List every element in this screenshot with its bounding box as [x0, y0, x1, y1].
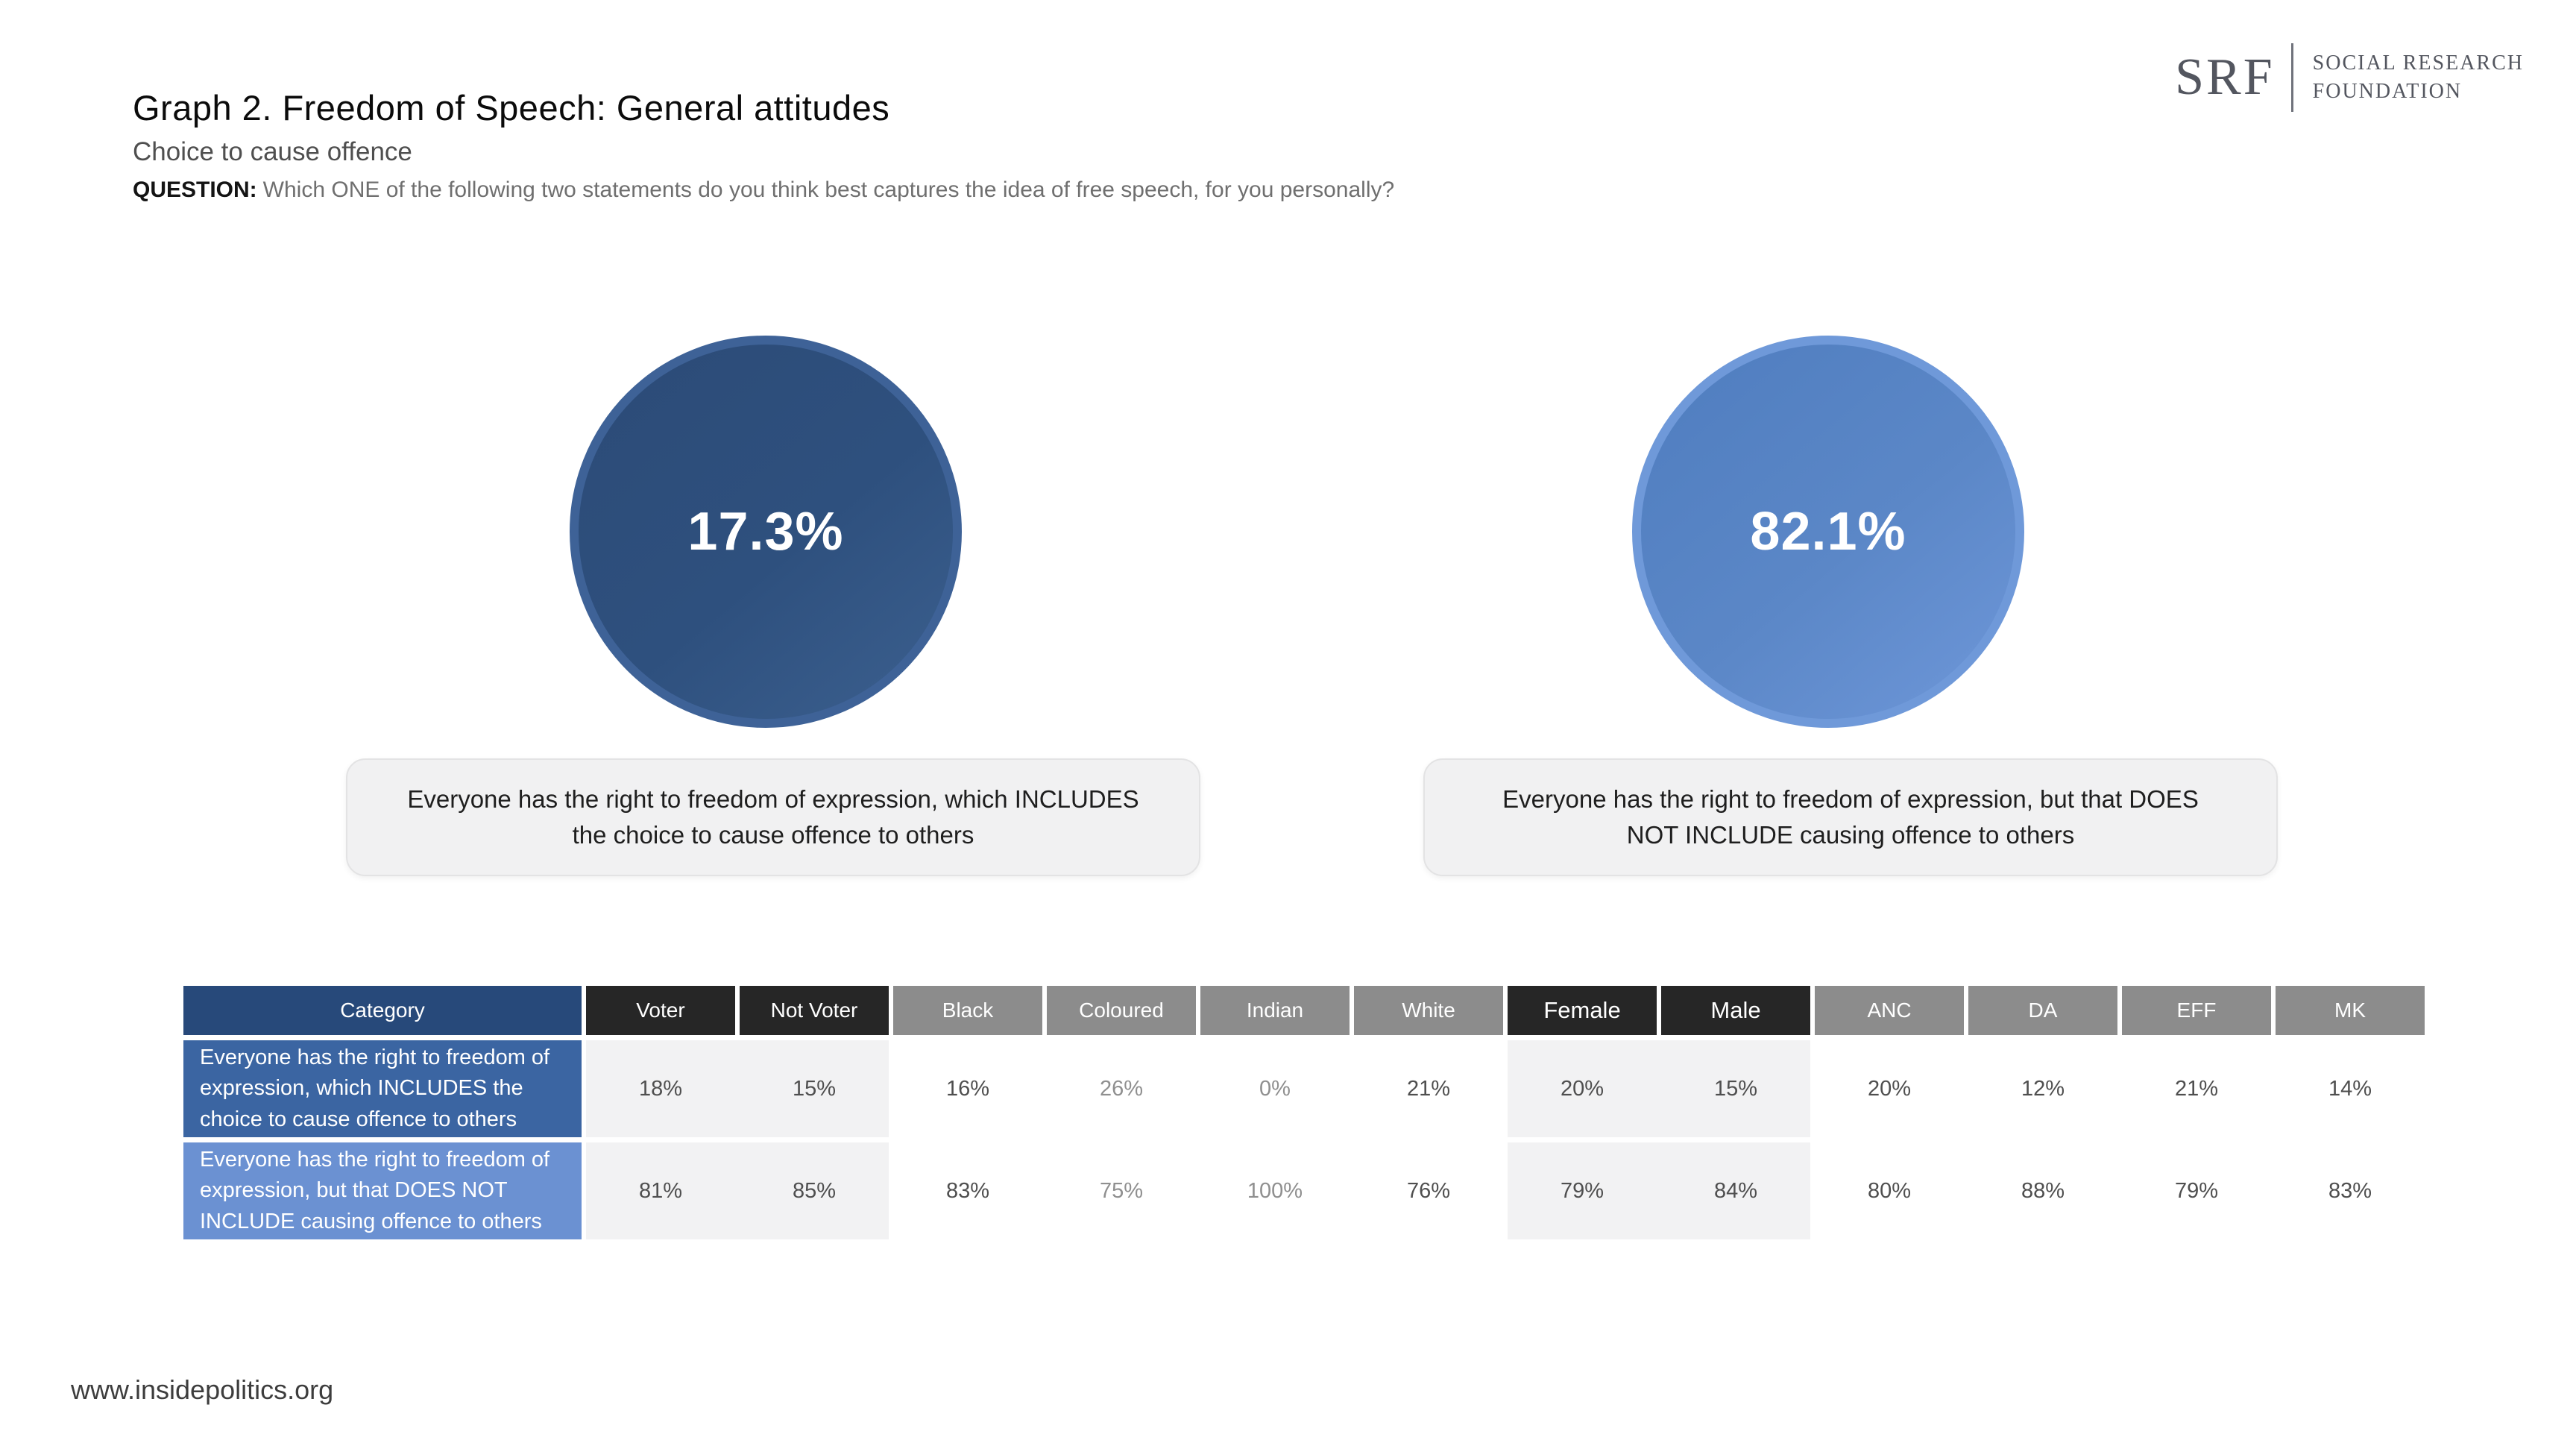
website-url: www.insidepolitics.org — [71, 1374, 334, 1405]
row-category-does-not-include: Everyone has the right to freedom of exp… — [183, 1142, 582, 1239]
statement-box-does-not-include: Everyone has the right to freedom of exp… — [1423, 758, 2278, 876]
cell-male: 84% — [1713, 1178, 1758, 1203]
col-header-category: Category — [183, 986, 582, 1035]
cell-anc: 20% — [1867, 1076, 1912, 1101]
cell-not-voter: 15% — [792, 1076, 837, 1101]
statement-box-includes: Everyone has the right to freedom of exp… — [346, 758, 1200, 876]
row-category-includes: Everyone has the right to freedom of exp… — [183, 1040, 582, 1137]
row1-group-party: 20% 12% 21% 14% — [1815, 1040, 2425, 1137]
cell-black: 83% — [945, 1178, 990, 1203]
row1-group-race: 16% 26% 0% 21% — [893, 1040, 1503, 1137]
row1-group-gender: 20% 15% — [1508, 1040, 1810, 1137]
cell-voter: 18% — [638, 1076, 683, 1101]
table-row-includes: Everyone has the right to freedom of exp… — [183, 1040, 2425, 1137]
circle-does-not-include-offence: 82.1% — [1632, 336, 2024, 728]
cell-male: 15% — [1713, 1076, 1758, 1101]
col-header-anc: ANC — [1815, 986, 1964, 1035]
cell-not-voter: 85% — [792, 1178, 837, 1203]
cell-coloured: 75% — [1099, 1178, 1144, 1203]
row1-group-voter: 18% 15% — [586, 1040, 889, 1137]
cell-da: 12% — [2021, 1076, 2065, 1101]
question-label: QUESTION: — [133, 177, 257, 203]
table-row-does-not-include: Everyone has the right to freedom of exp… — [183, 1142, 2425, 1239]
logo-name-line2: FOUNDATION — [2312, 80, 2463, 103]
cell-indian: 0% — [1259, 1076, 1291, 1101]
col-header-voter: Voter — [586, 986, 735, 1035]
logo-name-line1: SOCIAL RESEARCH — [2312, 51, 2524, 75]
question-text: Which ONE of the following two statement… — [262, 177, 1395, 203]
circle-value-includes: 17.3% — [687, 502, 844, 562]
table-header-row: Category Voter Not Voter Black Coloured … — [183, 986, 2425, 1035]
col-header-male: Male — [1661, 986, 1810, 1035]
cell-coloured: 26% — [1099, 1076, 1144, 1101]
cell-anc: 80% — [1867, 1178, 1912, 1203]
cell-da: 88% — [2021, 1178, 2065, 1203]
logo-divider — [2290, 43, 2293, 112]
survey-question: QUESTION: Which ONE of the following two … — [133, 177, 1394, 203]
col-header-da: DA — [1968, 986, 2117, 1035]
breakdown-table: Category Voter Not Voter Black Coloured … — [183, 986, 2425, 1239]
cell-voter: 81% — [638, 1178, 683, 1203]
cell-white: 76% — [1406, 1178, 1451, 1203]
col-header-not-voter: Not Voter — [740, 986, 889, 1035]
row2-group-party: 80% 88% 79% 83% — [1815, 1142, 2425, 1239]
cell-female: 20% — [1560, 1076, 1605, 1101]
col-header-eff: EFF — [2122, 986, 2271, 1035]
row2-group-race: 83% 75% 100% 76% — [893, 1142, 1503, 1239]
cell-eff: 79% — [2174, 1178, 2219, 1203]
cell-white: 21% — [1406, 1076, 1451, 1101]
row2-group-voter: 81% 85% — [586, 1142, 889, 1239]
cell-mk: 83% — [2328, 1178, 2372, 1203]
logo-acronym: SRF — [2175, 48, 2275, 106]
col-header-white: White — [1354, 986, 1503, 1035]
col-header-mk: MK — [2276, 986, 2425, 1035]
circle-value-does-not-include: 82.1% — [1750, 502, 1906, 562]
col-header-indian: Indian — [1200, 986, 1350, 1035]
col-header-female: Female — [1508, 986, 1657, 1035]
cell-eff: 21% — [2174, 1076, 2219, 1101]
cell-black: 16% — [945, 1076, 990, 1101]
col-header-coloured: Coloured — [1047, 986, 1196, 1035]
cell-indian: 100% — [1247, 1178, 1303, 1203]
row2-group-gender: 79% 84% — [1508, 1142, 1810, 1239]
col-header-black: Black — [893, 986, 1042, 1035]
page-subtitle: Choice to cause offence — [133, 137, 412, 167]
cell-mk: 14% — [2328, 1076, 2372, 1101]
circle-includes-offence: 17.3% — [570, 336, 962, 728]
logo-name: SOCIAL RESEARCH FOUNDATION — [2313, 49, 2524, 106]
header-block: Graph 2. Freedom of Speech: General atti… — [133, 88, 1394, 203]
page-title: Graph 2. Freedom of Speech: General atti… — [133, 88, 890, 128]
cell-female: 79% — [1560, 1178, 1605, 1203]
srf-logo: SRF SOCIAL RESEARCH FOUNDATION — [2175, 43, 2524, 112]
